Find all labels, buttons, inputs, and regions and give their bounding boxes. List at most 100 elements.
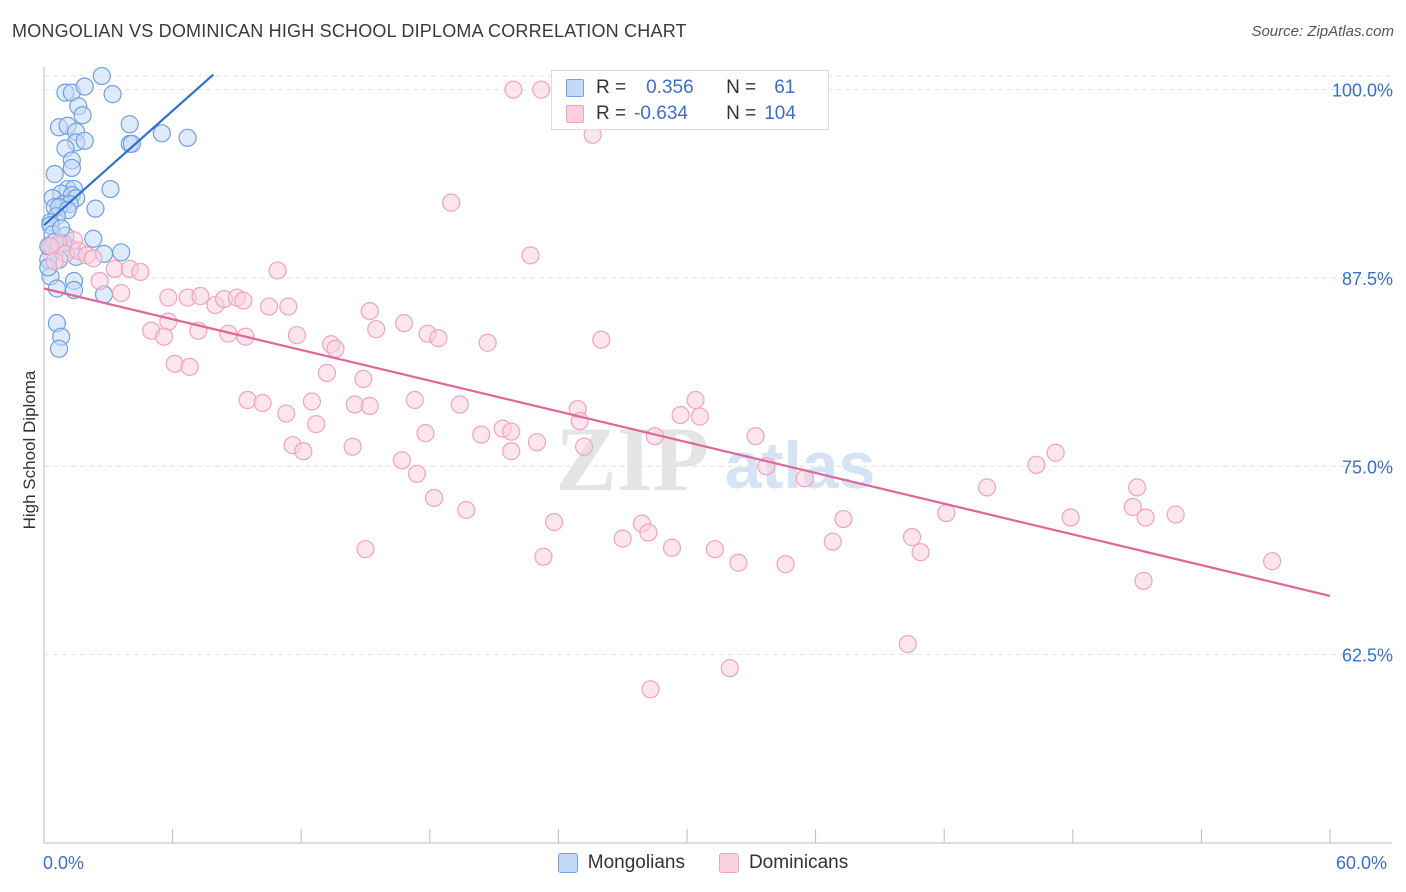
data-point <box>416 424 435 443</box>
data-point <box>472 425 491 444</box>
data-point <box>62 158 81 178</box>
data-point <box>527 433 547 452</box>
y-tick-label: 87.5% <box>1342 269 1393 289</box>
data-point <box>405 390 424 410</box>
r-value: 0.356 <box>646 77 694 98</box>
data-point <box>279 297 298 316</box>
data-point <box>502 442 521 461</box>
data-point <box>287 326 307 345</box>
data-point <box>317 363 337 382</box>
data-point <box>277 404 296 423</box>
grid-lines <box>44 75 1392 656</box>
data-point <box>729 553 748 572</box>
correlation-row-dominicans: R = -0.634 N = 104 <box>566 101 796 127</box>
data-point <box>84 229 103 248</box>
data-point <box>154 327 174 346</box>
data-point <box>937 503 956 523</box>
data-point <box>834 509 853 529</box>
correlation-row-mongolians: R = 0.356 N = 61 <box>566 75 795 101</box>
y-tick-label: 62.5% <box>1342 646 1393 666</box>
data-point <box>360 302 379 321</box>
data-point <box>86 199 105 218</box>
mongolians-trend-line <box>43 73 215 227</box>
mongolians-swatch <box>566 79 584 97</box>
data-point <box>521 246 540 265</box>
data-point <box>345 395 364 414</box>
data-point <box>671 405 690 425</box>
data-point <box>823 532 842 551</box>
data-point <box>90 271 109 291</box>
n-value: 61 <box>774 77 796 98</box>
data-point <box>502 422 521 441</box>
data-point <box>259 297 279 316</box>
data-point <box>690 407 709 426</box>
data-point <box>112 243 131 262</box>
data-point <box>159 288 178 307</box>
data-point <box>131 262 150 282</box>
data-point <box>367 320 386 339</box>
y-axis-label: High School Diploma <box>20 370 39 530</box>
y-tick-label: 100.0% <box>1332 81 1393 101</box>
data-point <box>307 415 326 434</box>
data-point <box>234 291 253 310</box>
data-point <box>720 659 739 678</box>
data-point <box>911 543 930 562</box>
data-point <box>41 237 60 256</box>
legend-item-dominicans[interactable]: Dominicans <box>718 852 849 874</box>
data-point <box>746 427 765 446</box>
data-point <box>191 286 210 306</box>
data-point <box>776 555 795 574</box>
data-point <box>253 393 272 413</box>
r-label: R = <box>596 103 627 124</box>
data-point <box>1027 455 1046 474</box>
dominicans-legend-swatch <box>718 853 739 873</box>
data-point <box>1136 508 1155 527</box>
data-point <box>1046 443 1065 462</box>
r-value: -0.634 <box>634 103 688 124</box>
data-point <box>429 329 448 348</box>
data-point <box>705 540 724 559</box>
data-point <box>450 395 469 414</box>
data-point <box>354 369 373 389</box>
x-axis-max-label: 60.0% <box>1336 853 1388 873</box>
data-point <box>504 80 523 99</box>
trend-lines <box>43 73 1331 597</box>
legend-item-mongolians[interactable]: Mongolians <box>557 852 685 874</box>
data-point <box>1263 552 1282 571</box>
n-label: N = <box>726 77 757 98</box>
data-point <box>639 523 658 542</box>
legend-label-dominicans: Dominicans <box>748 852 849 873</box>
data-point <box>392 451 412 470</box>
data-point <box>180 357 199 376</box>
data-point <box>268 261 287 280</box>
data-point <box>294 442 313 461</box>
n-label: N = <box>726 103 757 124</box>
legend-label-mongolians: Mongolians <box>587 852 685 873</box>
data-point <box>152 124 171 143</box>
data-point <box>424 488 444 508</box>
legend: Mongolians Dominicans <box>0 852 1406 874</box>
data-point <box>1166 505 1185 524</box>
data-point <box>575 437 594 456</box>
x-axis-min-label: 0.0% <box>43 853 85 873</box>
data-point <box>977 478 997 497</box>
source-label: Source: ZipAtlas.com <box>1251 23 1394 40</box>
data-point <box>1127 478 1147 497</box>
data-point <box>898 635 917 654</box>
dominicans-swatch <box>566 105 584 123</box>
data-point <box>178 128 197 147</box>
data-point <box>84 249 103 268</box>
data-point <box>394 314 414 333</box>
data-point <box>478 333 497 352</box>
data-point <box>457 500 476 520</box>
data-point <box>532 80 551 99</box>
correlation-box: R = 0.356 N = 61 R = -0.634 N = 104 <box>551 70 829 130</box>
data-point <box>112 283 131 303</box>
data-point <box>92 66 111 86</box>
dominicans-trend-line <box>43 287 1331 597</box>
data-point <box>45 252 64 271</box>
data-point <box>122 134 141 153</box>
axes <box>43 67 1392 844</box>
data-point <box>120 115 139 134</box>
